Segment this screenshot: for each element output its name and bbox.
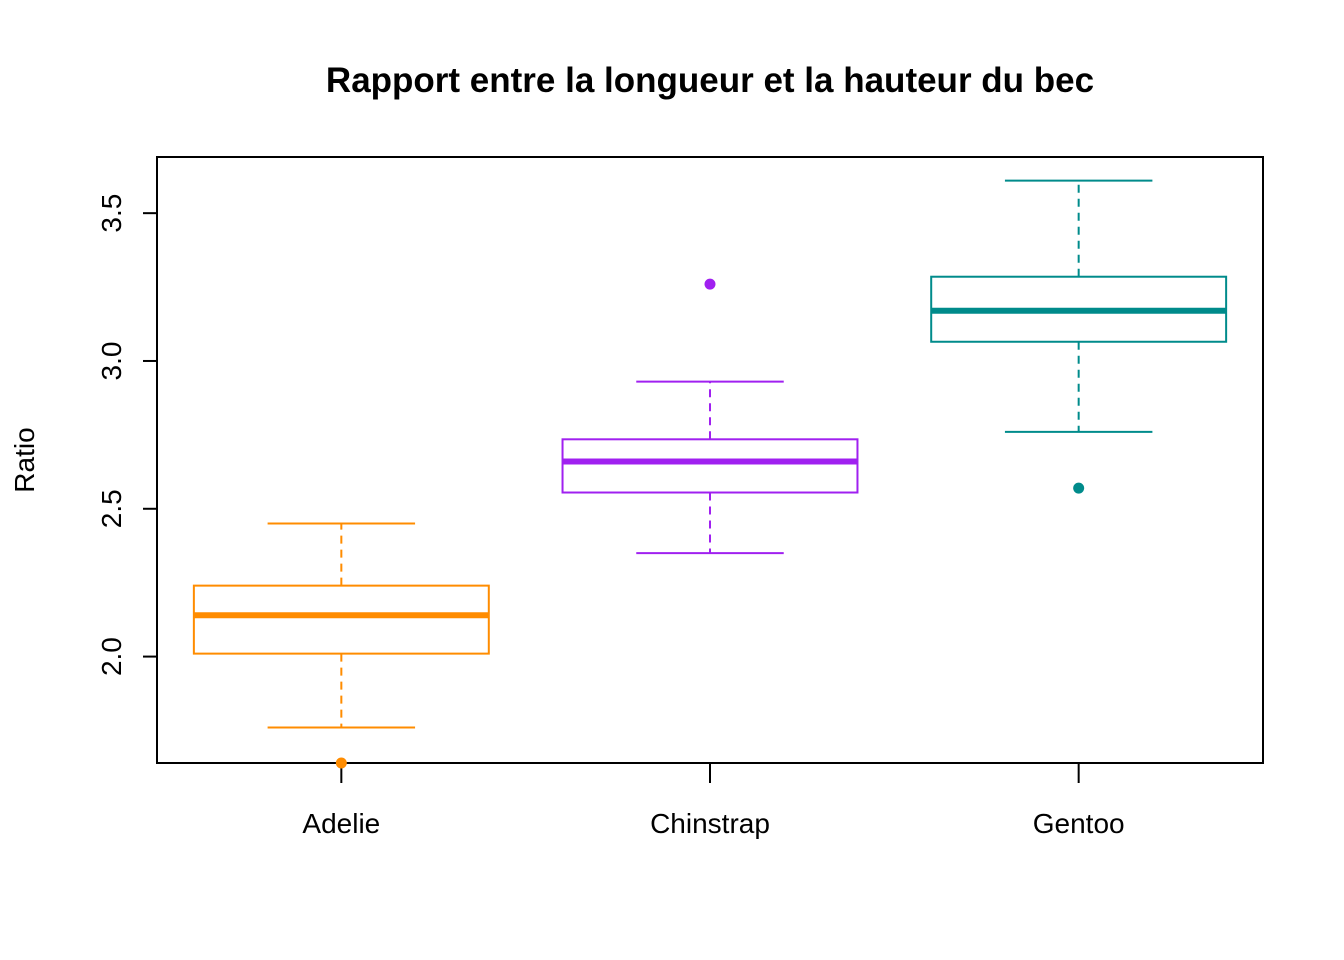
x-tick-label: Chinstrap <box>650 808 770 839</box>
outlier-point <box>1073 482 1085 494</box>
x-tick-label: Gentoo <box>1033 808 1125 839</box>
x-axis: Adelie Chinstrap Gentoo <box>302 763 1125 839</box>
y-axis: 2.0 2.5 3.0 3.5 <box>96 194 158 676</box>
x-tick-label: Adelie <box>302 808 380 839</box>
box-iqr <box>561 438 859 494</box>
y-tick-label: 2.0 <box>96 637 127 676</box>
box-adelie <box>192 522 490 769</box>
box-iqr <box>192 584 490 655</box>
outlier-point <box>704 278 716 290</box>
outlier-point <box>335 757 347 769</box>
y-tick-label: 3.5 <box>96 194 127 233</box>
y-tick-label: 2.5 <box>96 489 127 528</box>
box-gentoo <box>930 179 1228 494</box>
y-tick-label: 3.0 <box>96 342 127 381</box>
chart-title: Rapport entre la longueur et la hauteur … <box>326 61 1094 100</box>
boxes <box>192 179 1228 769</box>
y-axis-label: Ratio <box>9 427 40 492</box>
box-chinstrap <box>561 278 859 555</box>
